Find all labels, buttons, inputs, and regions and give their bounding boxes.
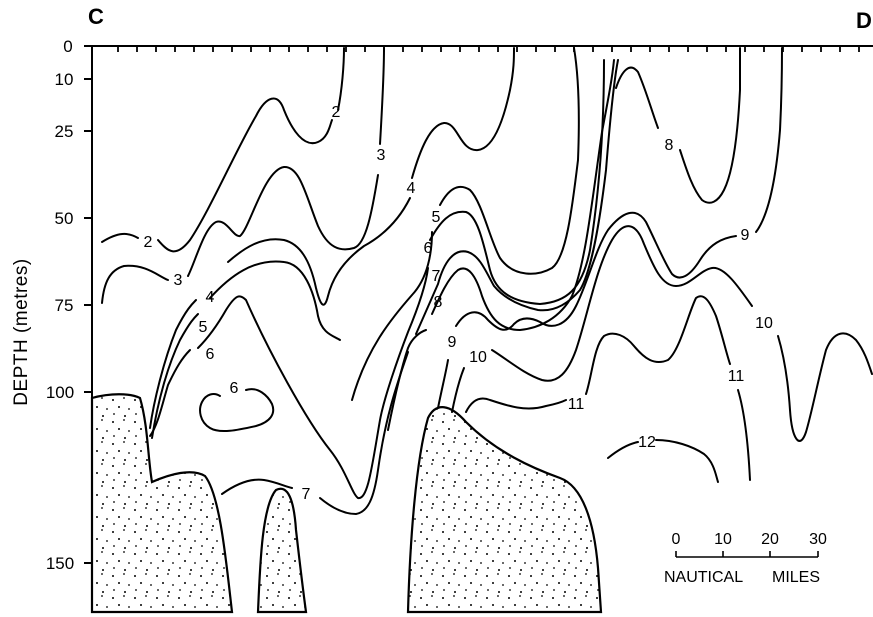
isoline-label: 3	[377, 147, 386, 164]
isoline-label: 9	[741, 227, 750, 244]
isoline-6	[199, 388, 275, 433]
section-start-label: C	[88, 4, 104, 29]
scale-tick-label: 20	[761, 531, 779, 548]
seabed-ridge-left	[90, 393, 234, 614]
depth-tick-label: 10	[55, 70, 74, 89]
isoline-label: 7	[302, 486, 311, 503]
isoline-label: 2	[332, 104, 341, 121]
depth-axis-ticks	[84, 45, 92, 564]
isoline-3	[187, 165, 379, 277]
isoline-9	[455, 211, 737, 331]
isoline-6	[429, 59, 605, 305]
isoline-10	[491, 225, 753, 382]
isoline-labels: 2 2 3 3 4 4 5 5 6 6 6 7 7 8 8 9 9 10 10 …	[144, 104, 773, 503]
isoline-label: 4	[206, 289, 215, 306]
isoline-4	[411, 47, 515, 179]
isoline-label: 8	[434, 294, 443, 311]
isoline-8	[431, 59, 615, 331]
isoline-5	[209, 260, 341, 341]
depth-tick-label: 75	[55, 296, 74, 315]
depth-tick-label: 25	[55, 122, 74, 141]
isoline-4	[149, 299, 197, 429]
depth-tick-label: 150	[46, 554, 74, 573]
isoline-7	[415, 59, 619, 335]
isoline-12	[655, 439, 719, 483]
scale-unit-label: MILES	[772, 569, 820, 586]
isoline-label: 2	[144, 234, 153, 251]
isoline-label: 11	[728, 368, 745, 385]
isoline-8	[679, 47, 742, 204]
seabed-pinnacle	[256, 487, 308, 614]
isoline-6	[149, 349, 191, 437]
depth-tick-label: 100	[46, 383, 74, 402]
isoline-label: 4	[407, 180, 416, 197]
isoline-3	[101, 264, 169, 304]
depth-axis-title: DEPTH (metres)	[11, 258, 32, 405]
isoline-10	[777, 332, 873, 442]
isoline-2	[337, 47, 345, 111]
scale-tick-label: 30	[809, 531, 827, 548]
surface-axis-ticks	[117, 46, 860, 52]
isoline-label: 11	[568, 396, 585, 413]
scale-tick-label: 0	[672, 531, 681, 548]
scale-bar: 0 10 20 30 NAUTICAL MILES	[664, 531, 827, 586]
isoline-10	[451, 367, 465, 413]
isoline-3	[379, 47, 385, 145]
isolines	[101, 47, 873, 515]
isoline-label: 7	[432, 268, 441, 285]
isoline-label: 5	[199, 319, 208, 336]
isoline-7	[319, 351, 409, 515]
isoline-label: 6	[206, 346, 215, 363]
isoline-label: 10	[755, 315, 773, 332]
isoline-12	[607, 441, 639, 459]
seabed-ridge-right	[406, 406, 603, 614]
scale-unit-label: NAUTICAL	[664, 569, 743, 586]
isoline-label: 8	[665, 137, 674, 154]
isoline-9	[755, 47, 783, 233]
isoline-2	[157, 97, 333, 253]
isoline-5	[439, 47, 580, 275]
isoline-5	[351, 231, 433, 401]
isoline-11	[737, 389, 751, 481]
isoline-2	[101, 232, 139, 243]
isoline-11	[465, 397, 567, 413]
isoline-label: 9	[448, 334, 457, 351]
isoline-label: 5	[432, 209, 441, 226]
depth-tick-label: 0	[63, 37, 72, 56]
isoline-label: 12	[638, 434, 656, 451]
isoline-label: 3	[174, 272, 183, 289]
isoline-label: 6	[424, 240, 433, 257]
isoline-11	[585, 295, 731, 395]
isoline-label: 10	[469, 349, 487, 366]
scale-tick-label: 10	[714, 531, 732, 548]
isoline-label: 6	[230, 380, 239, 397]
isoline-7	[221, 478, 293, 495]
isoline-8	[387, 329, 427, 431]
isoline-6	[197, 267, 429, 499]
isoline-8	[615, 66, 659, 129]
isoline-5	[151, 313, 199, 439]
depth-tick-label: 50	[55, 209, 74, 228]
isoline-9	[437, 359, 449, 409]
section-end-label: D	[856, 8, 872, 33]
isoline-4	[227, 197, 411, 306]
